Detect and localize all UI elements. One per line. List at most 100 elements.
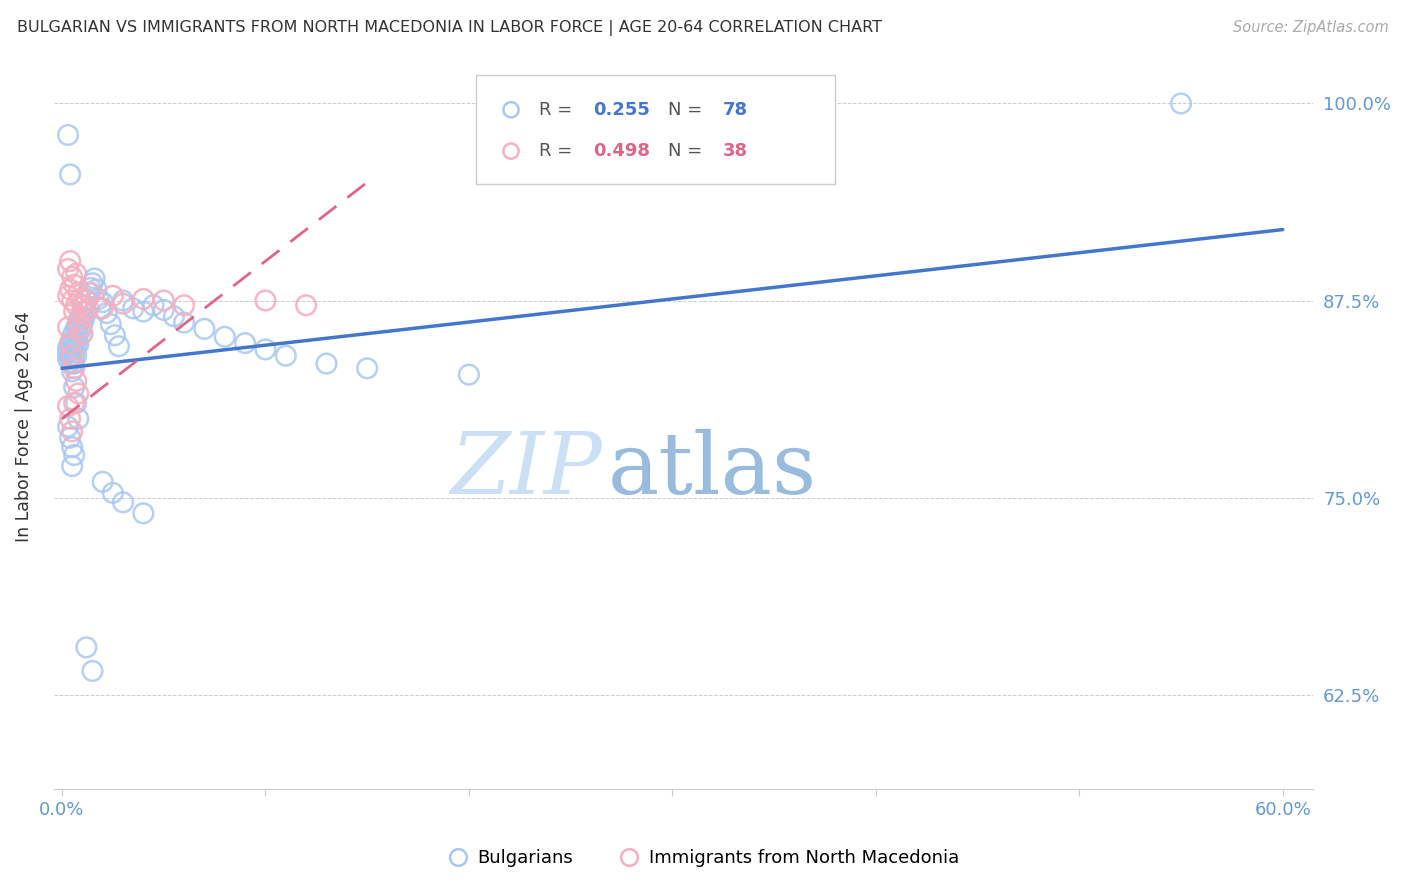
Point [91, 475, 114, 489]
Point [111, 495, 134, 509]
Point [82, 276, 104, 290]
Point [60, 364, 83, 378]
Point [60, 357, 83, 371]
Point [101, 486, 124, 500]
Text: atlas: atlas [607, 428, 817, 512]
Point [63, 333, 86, 347]
Point [65, 330, 87, 344]
Point [77, 285, 100, 300]
Point [356, 361, 378, 376]
Point [73, 298, 96, 312]
Point [60, 330, 83, 344]
Point [60, 349, 83, 363]
Point [315, 357, 337, 371]
Point [193, 322, 215, 336]
Point [132, 292, 155, 306]
Point [63, 304, 86, 318]
Point [91, 295, 114, 310]
Point [79, 285, 101, 300]
Point [72, 298, 94, 312]
Point [96, 306, 118, 320]
Text: N =: N = [668, 101, 709, 119]
Point [75, 292, 97, 306]
Point [59, 355, 82, 369]
Point [67, 314, 90, 328]
Point [63, 357, 86, 371]
Point [59, 254, 82, 268]
Point [65, 320, 87, 334]
Text: 0.255: 0.255 [593, 101, 650, 119]
Point [122, 301, 145, 316]
Point [60, 293, 83, 308]
Point [69, 323, 91, 337]
Point [67, 337, 90, 351]
Point [77, 301, 100, 316]
Point [91, 301, 114, 316]
Point [72, 304, 94, 318]
Point [111, 293, 134, 308]
Legend: Bulgarians, Immigrants from North Macedonia: Bulgarians, Immigrants from North Macedo… [440, 842, 966, 874]
Point [56, 289, 79, 303]
Point [67, 386, 90, 401]
Point [152, 303, 174, 318]
Point [67, 317, 90, 331]
Point [63, 448, 86, 462]
Point [101, 289, 124, 303]
Text: Source: ZipAtlas.com: Source: ZipAtlas.com [1233, 20, 1389, 35]
Point [72, 326, 94, 341]
Point [65, 349, 87, 363]
Point [457, 368, 479, 382]
Point [65, 374, 87, 388]
Point [56, 419, 79, 434]
Point [60, 425, 83, 439]
Point [79, 281, 101, 295]
Point [56, 399, 79, 413]
Point [65, 298, 87, 312]
Point [60, 440, 83, 454]
Point [56, 128, 79, 142]
Point [254, 343, 277, 357]
Point [82, 664, 104, 678]
Point [59, 343, 82, 358]
Point [67, 411, 90, 425]
Y-axis label: In Labor Force | Age 20-64: In Labor Force | Age 20-64 [15, 311, 32, 542]
Point [67, 285, 90, 300]
Point [63, 349, 86, 363]
Point [72, 317, 94, 331]
Point [56, 341, 79, 355]
Point [173, 298, 195, 312]
Text: ZIP: ZIP [450, 429, 602, 511]
Point [67, 326, 90, 341]
Point [60, 269, 83, 284]
Point [152, 293, 174, 308]
Point [60, 351, 83, 366]
Text: 0.498: 0.498 [593, 142, 650, 160]
Point [63, 361, 86, 376]
Point [69, 320, 91, 334]
Point [59, 283, 82, 297]
Point [100, 317, 122, 331]
Text: R =: R = [538, 142, 578, 160]
Point [60, 343, 83, 357]
Point [59, 336, 82, 351]
Point [69, 312, 91, 326]
Point [173, 316, 195, 330]
Point [69, 292, 91, 306]
Point [295, 298, 318, 312]
Point [789, 285, 811, 300]
Point [73, 310, 96, 325]
Point [142, 298, 165, 312]
Point [86, 283, 108, 297]
Point [60, 458, 83, 473]
Point [75, 304, 97, 318]
Text: N =: N = [668, 142, 709, 160]
Text: R =: R = [538, 101, 578, 119]
Point [111, 296, 134, 310]
Point [59, 431, 82, 445]
Point [274, 349, 297, 363]
Point [75, 640, 97, 655]
Point [63, 325, 86, 339]
Point [214, 330, 236, 344]
Text: 78: 78 [723, 101, 748, 119]
Point [254, 293, 277, 308]
